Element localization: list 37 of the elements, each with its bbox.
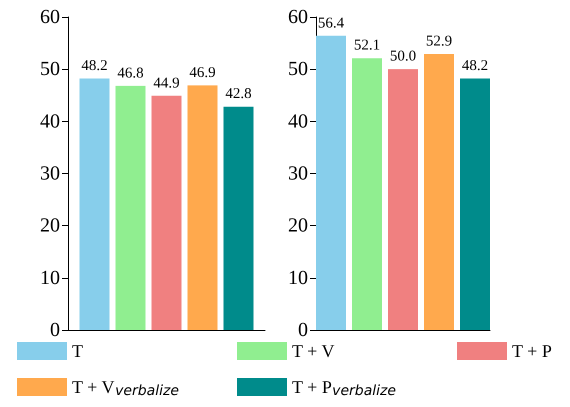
data-label: 42.8 (225, 86, 252, 102)
y-tick-label: 30 (288, 162, 308, 184)
y-tick-label: 50 (288, 58, 308, 80)
bar (116, 86, 146, 330)
data-label: 56.4 (318, 15, 345, 32)
bar (352, 58, 382, 330)
data-label: 52.9 (426, 34, 452, 50)
y-tick-label: 0 (298, 319, 308, 341)
y-tick-label: 40 (40, 110, 60, 132)
data-label: 46.8 (117, 65, 144, 82)
legend-label: T (72, 341, 83, 361)
y-tick-label: 10 (288, 266, 308, 289)
y-tick-label: 20 (40, 214, 60, 237)
bar (80, 78, 110, 330)
legend-label: T + V (292, 341, 334, 361)
y-tick-label: 30 (40, 162, 60, 184)
data-label: 48.2 (81, 58, 108, 74)
y-tick-label: 10 (40, 266, 60, 289)
data-label: 46.9 (189, 64, 216, 81)
bar (460, 78, 490, 330)
y-tick-label: 40 (288, 110, 308, 132)
bar (188, 85, 218, 330)
bar (152, 96, 182, 330)
y-tick-label: 20 (288, 214, 308, 237)
data-label: 48.2 (462, 58, 488, 74)
bar (424, 54, 454, 330)
y-tick-label: 60 (288, 6, 308, 28)
data-label: 44.9 (153, 75, 180, 92)
bar (388, 69, 418, 330)
y-tick-label: 50 (40, 58, 60, 80)
data-label: 50.0 (390, 48, 416, 65)
data-label: 52.1 (354, 38, 380, 54)
legend-label: T + P (512, 341, 552, 361)
y-tick-label: 60 (40, 6, 60, 28)
bar (316, 36, 346, 330)
y-tick-label: 0 (50, 319, 60, 341)
bar (224, 106, 254, 330)
